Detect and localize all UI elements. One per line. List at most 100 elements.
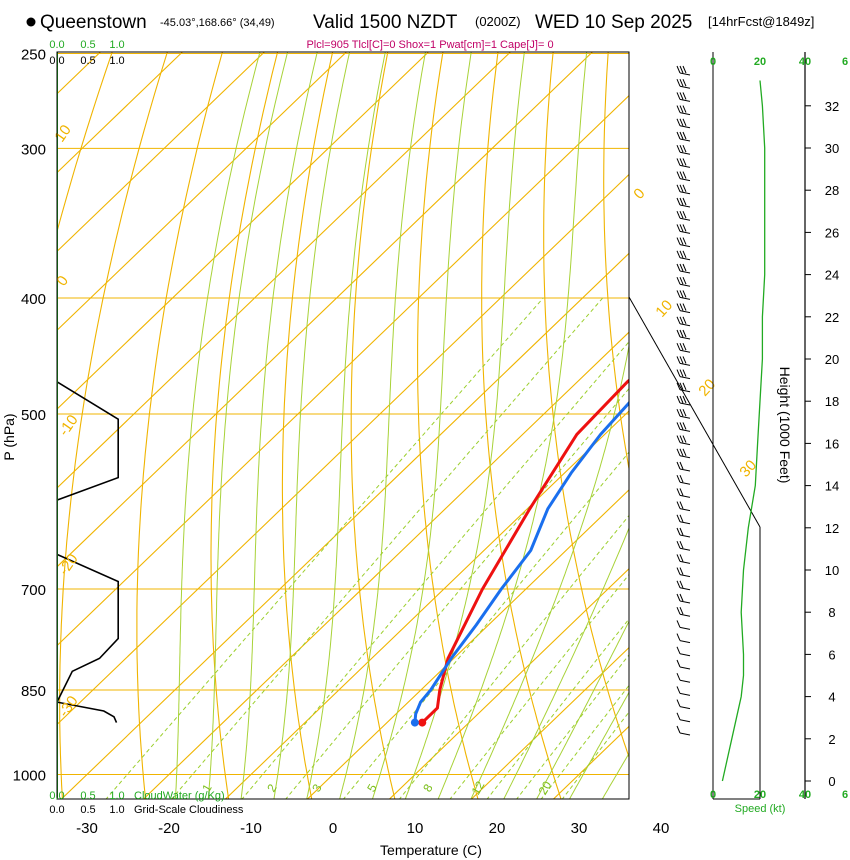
wind-barb-feather	[682, 92, 687, 100]
isotherm-line	[57, 52, 430, 410]
wind-barb-feather	[676, 580, 681, 588]
height-tick-label: 20	[825, 352, 839, 367]
dry-adiabat-line	[59, 52, 168, 799]
mixing-ratio-line	[241, 341, 629, 799]
mixing-ratio-line	[486, 618, 629, 799]
wind-barb	[679, 138, 691, 142]
wind-barb-feather	[679, 607, 684, 615]
wind-barb-feather	[679, 224, 684, 232]
valid-time: Valid 1500 NZDT	[313, 12, 458, 33]
wind-barb-feather	[682, 395, 687, 404]
dewpoint-trace	[413, 400, 629, 723]
mixing-ratio-line	[398, 514, 629, 799]
speed-tick-top: 20	[754, 56, 766, 68]
wind-barb	[679, 455, 691, 459]
dry-adiabat-line	[350, 52, 396, 799]
wind-barb-feather	[676, 686, 681, 694]
moist-adiabat-line	[470, 343, 629, 799]
dry-adiabat-line	[603, 52, 629, 472]
wind-barb-feather	[679, 65, 684, 74]
pressure-tick-label: 250	[21, 47, 46, 64]
wind-barb	[679, 706, 691, 710]
stability-params: Plcl=905 Tlcl[C]=0 Shox=1 Pwat[cm]=1 Cap…	[306, 39, 553, 51]
temperature-tick-label: -30	[76, 820, 98, 837]
height-tick-label: 16	[825, 436, 839, 451]
moist-adiabat-line	[174, 52, 261, 799]
wind-barb-feather	[676, 79, 681, 87]
wind-barb	[679, 560, 691, 564]
wind-barb	[679, 719, 691, 723]
wind-barb-feather	[676, 435, 681, 443]
wind-barb-feather	[679, 554, 684, 562]
wind-barb	[679, 310, 691, 314]
wind-barb	[679, 125, 691, 129]
wind-barb-feather	[676, 237, 681, 245]
wind-barb-feather	[679, 105, 684, 113]
moist-adiabat-line	[371, 52, 472, 799]
wind-barb-feather	[676, 620, 681, 628]
wind-barb	[679, 415, 691, 419]
wind-barb	[679, 376, 691, 380]
site-name: Queenstown	[40, 12, 147, 33]
wind-barb-feather	[676, 329, 681, 338]
isotherm-line	[57, 94, 629, 647]
wind-barb-feather	[682, 197, 687, 206]
wind-barb-feather	[682, 250, 687, 258]
wind-barb-feather	[679, 514, 684, 522]
wind-barb	[679, 283, 691, 287]
wind-barb-feather	[682, 290, 687, 298]
wind-barb-feather	[682, 369, 687, 377]
pressure-axis-label: P (hPa)	[1, 413, 17, 460]
wind-barb	[679, 679, 691, 683]
wind-barb-feather	[676, 673, 681, 681]
wind-barb-feather	[679, 369, 684, 377]
wind-barb	[679, 692, 691, 696]
wind-barb-feather	[682, 184, 687, 192]
pressure-tick-label: 1000	[13, 768, 46, 785]
moist-adiabat-line	[503, 526, 629, 799]
cloudwater-tick-top: 0.5	[80, 39, 95, 51]
wind-barb-feather	[682, 277, 687, 285]
dry-adiabat-line	[543, 52, 629, 759]
wind-barb	[679, 217, 691, 221]
wind-panel-diagonal	[628, 296, 761, 528]
wind-barb-feather	[676, 290, 681, 298]
isotherm-label: 10	[51, 122, 74, 145]
height-tick-label: 8	[828, 605, 835, 620]
height-tick-label: 30	[825, 141, 839, 156]
moist-adiabat-line	[273, 52, 351, 799]
wind-barb-feather	[682, 356, 687, 364]
speed-tick-bottom: 20	[754, 789, 766, 801]
wind-barb-feather	[682, 145, 687, 153]
height-tick-label: 28	[825, 183, 839, 198]
cloudiness-line	[57, 53, 119, 723]
height-tick-label: 10	[825, 563, 839, 578]
isotherm-label: 0	[630, 185, 648, 203]
isotherm-line	[57, 52, 102, 95]
utc-time: (0200Z)	[475, 14, 521, 29]
dry-adiabat-line	[210, 52, 279, 799]
wind-barb	[679, 336, 691, 340]
wind-barb	[679, 481, 691, 485]
wind-barb-feather	[676, 224, 681, 232]
pressure-tick-label: 400	[21, 291, 46, 308]
wind-barb-feather	[676, 488, 681, 496]
isotherm-label: 10	[652, 297, 676, 321]
wind-barb-feather	[682, 435, 687, 443]
wind-barb-feather	[676, 277, 681, 285]
isotherm-line	[57, 52, 512, 489]
wind-barb	[679, 230, 691, 234]
wind-barb	[679, 732, 691, 736]
wind-barb	[679, 574, 691, 578]
wind-barb-feather	[682, 263, 687, 272]
pressure-tick-label: 500	[21, 407, 46, 424]
wind-barb-feather	[679, 79, 684, 87]
wind-barb-feather	[676, 263, 681, 272]
temperature-tick-label: 40	[653, 820, 670, 837]
cloudiness-tick-bottom: 1.0	[109, 804, 124, 816]
mixing-ratio-label: 12	[469, 778, 488, 797]
wind-barb-feather	[679, 409, 684, 417]
wind-barb-feather	[676, 92, 681, 100]
wind-barb-feather	[676, 541, 681, 549]
